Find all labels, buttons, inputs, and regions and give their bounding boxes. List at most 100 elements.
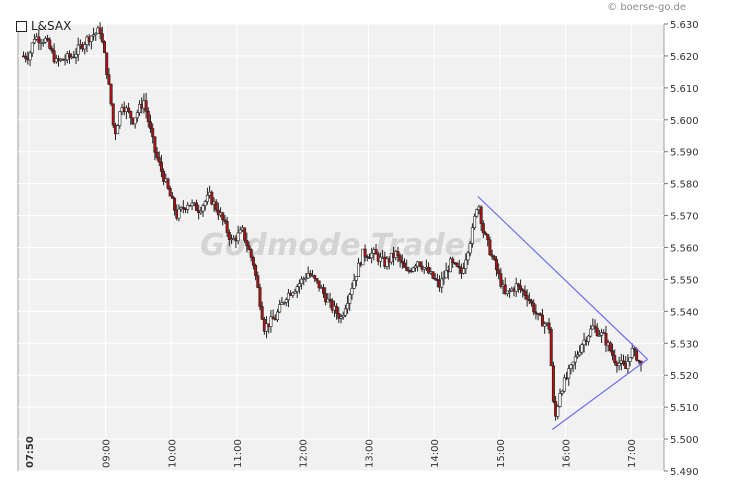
candle-body [348,294,352,304]
x-tick-label: 16:00 [561,439,572,468]
x-tick-label: 12:00 [299,439,310,468]
candle-body [630,348,634,358]
candle-body [236,232,240,242]
candle-body [551,365,555,402]
candle-body [74,53,78,58]
candle-body [595,327,599,336]
candle-body [190,202,194,206]
candle-body [532,302,536,313]
y-tick-label: 5.500 [670,435,699,446]
candle-body [89,35,93,42]
candle-body [565,377,569,380]
candle-body [271,316,275,320]
candle-body [291,292,295,296]
candle-body [223,219,227,222]
candle-body [490,254,494,257]
candle-body [170,195,174,199]
candle-body [403,262,407,268]
candle-body [473,215,477,228]
candle-body [405,267,409,271]
candle-body [225,221,229,233]
candle-body [508,290,512,293]
candle-body [269,316,273,327]
candle-body [159,161,163,172]
candle-body [249,249,253,258]
candle-body [499,273,503,287]
candle-body [254,264,258,276]
grid [18,23,664,472]
candle-body [352,280,356,289]
candle-body [626,361,630,370]
candles [21,22,643,421]
candle-body [210,191,214,205]
copyright-text: © boerse-go.de [607,2,686,13]
candle-body [282,302,286,304]
candle-body [475,209,479,217]
candle-body [361,248,365,266]
candle-body [146,110,150,123]
x-tick-label: 13:00 [364,439,375,468]
candle-body [573,356,577,363]
candle-body [464,259,468,269]
y-axis: 5.630 5.620 5.610 5.600 5.590 5.580 5.570 5.560… [664,20,699,478]
candle-body [613,355,617,364]
candle-body [494,259,498,271]
candle-body [194,202,198,211]
candle-body [243,227,247,241]
candle-body [363,248,367,257]
candle-body [543,323,547,327]
y-tick-label: 5.560 [670,244,699,255]
candle-body [560,390,564,394]
y-tick-label: 5.550 [670,275,699,286]
y-tick-label: 5.600 [670,116,699,127]
candle-body [534,311,538,314]
candle-body [330,300,334,311]
candle-body [258,287,262,307]
candle-body [593,325,597,329]
candle-body [466,252,470,261]
candle-body [611,350,615,356]
candle-body [256,275,260,288]
candle-body [275,311,279,320]
candle-body [418,261,422,267]
candle-body [227,232,231,240]
candle-body [538,313,542,316]
candle-body [604,332,608,346]
candle-body [157,157,161,163]
x-tick-label: 10:00 [167,439,178,468]
candle-body [370,252,374,259]
y-tick-label: 5.610 [670,84,699,95]
candle-body [297,283,301,287]
candle-body [540,314,544,327]
candle-body [168,188,172,197]
candle-body [505,290,509,294]
candle-body [214,201,218,211]
candle-body [547,322,551,330]
candle-body [265,323,269,332]
candle-body [523,290,527,296]
candle-body [597,335,601,337]
candle-body [199,210,203,214]
candle-body [413,265,417,269]
candle-body [83,44,87,50]
candle-body [46,38,50,41]
candle-body [300,278,304,284]
legend: L&SAX [16,19,71,33]
candle-body [608,342,612,352]
candle-body [129,111,133,119]
candle-body [617,362,621,367]
candle-body [503,284,507,294]
trendline [477,195,648,360]
candle-body [451,258,455,263]
candle-body [398,255,402,262]
y-tick-label: 5.630 [670,20,699,31]
candle-body [67,53,71,58]
candle-body [354,276,358,281]
candle-body [442,277,446,280]
candle-body [173,198,177,211]
candle-body [455,262,459,267]
candle-body [569,364,573,369]
candle-body [576,354,580,358]
candle-body [138,104,142,114]
candle-body [357,262,361,277]
